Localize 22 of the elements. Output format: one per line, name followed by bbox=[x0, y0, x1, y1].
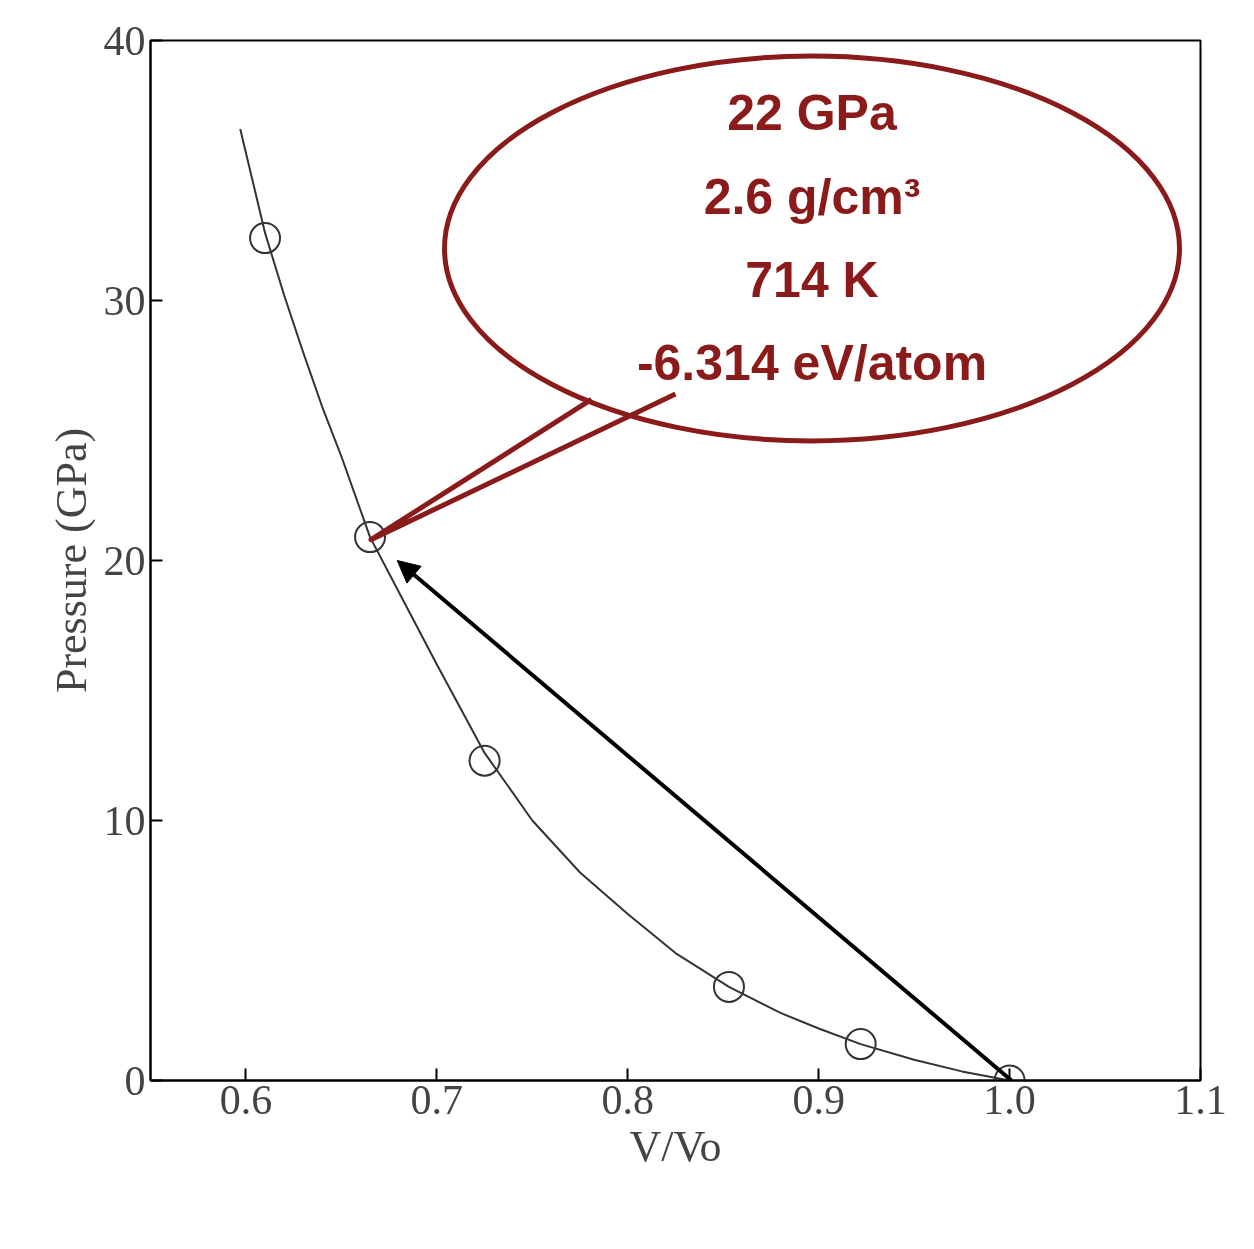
annotation: -6.314 eV/atom bbox=[636, 334, 988, 391]
y-tick-label: 30 bbox=[103, 277, 146, 324]
y-tick-label: 0 bbox=[124, 1057, 146, 1104]
y-tick-label: 20 bbox=[103, 537, 146, 584]
point bbox=[354, 521, 387, 554]
annotation: 2.6 g/cm³ bbox=[703, 168, 921, 225]
y-tick-label: 10 bbox=[103, 797, 146, 844]
x-tick-label: 0.8 bbox=[601, 1076, 655, 1123]
point bbox=[712, 970, 745, 1003]
x-tick-label: 0.9 bbox=[792, 1076, 845, 1123]
point bbox=[468, 744, 501, 777]
x-tick-label: 0.6 bbox=[219, 1076, 273, 1123]
annotation: 714 K bbox=[745, 251, 879, 308]
y-tick-label: 40 bbox=[103, 17, 146, 64]
point bbox=[249, 222, 282, 255]
point bbox=[844, 1028, 877, 1061]
x-tick-label: 1.1 bbox=[1174, 1076, 1227, 1123]
annotation: 22 GPa bbox=[727, 85, 898, 142]
x-tick-label: 0.7 bbox=[410, 1076, 464, 1123]
x-tick-label: 1.0 bbox=[983, 1076, 1036, 1123]
x-axis-title: V/Vo bbox=[629, 1121, 722, 1171]
y-axis-title: Pressure (GPa) bbox=[46, 427, 96, 694]
